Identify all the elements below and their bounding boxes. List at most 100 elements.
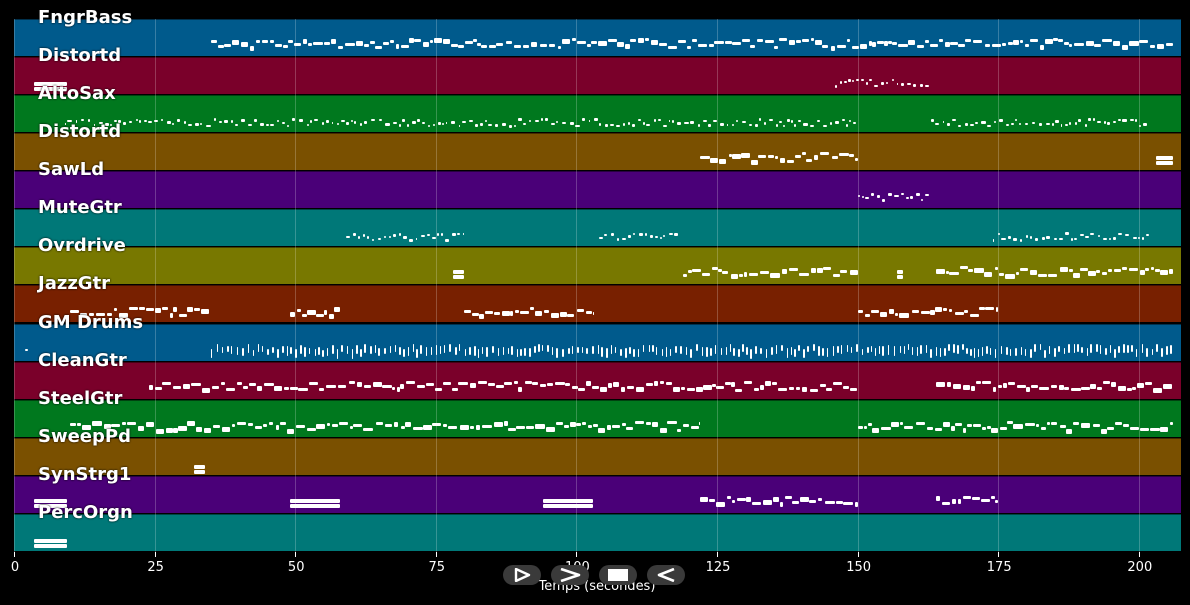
stop-button[interactable] bbox=[599, 565, 637, 585]
note bbox=[925, 39, 929, 43]
note bbox=[714, 40, 725, 44]
note bbox=[674, 233, 678, 236]
note bbox=[731, 123, 734, 127]
track-lane[interactable] bbox=[14, 133, 1181, 171]
note bbox=[290, 346, 292, 354]
note bbox=[1025, 235, 1029, 238]
note bbox=[1074, 43, 1084, 47]
note bbox=[662, 124, 667, 128]
track-lane[interactable] bbox=[14, 57, 1181, 95]
note bbox=[456, 232, 460, 236]
note bbox=[462, 232, 464, 236]
x-tick-label: 75 bbox=[428, 560, 446, 575]
note bbox=[458, 381, 468, 385]
track-name: Distortd bbox=[38, 45, 122, 67]
note bbox=[111, 423, 120, 427]
note bbox=[145, 308, 155, 312]
note bbox=[173, 427, 179, 433]
note bbox=[733, 347, 735, 356]
track-lane[interactable] bbox=[14, 399, 1181, 437]
track-lane[interactable] bbox=[14, 475, 1181, 513]
note bbox=[436, 233, 440, 236]
track-lane[interactable] bbox=[14, 323, 1181, 361]
note bbox=[256, 385, 263, 391]
note bbox=[604, 124, 609, 127]
note bbox=[884, 40, 888, 46]
note bbox=[731, 381, 735, 387]
note bbox=[353, 423, 362, 427]
note bbox=[953, 383, 962, 389]
note bbox=[176, 119, 180, 122]
note bbox=[581, 346, 584, 354]
note bbox=[930, 119, 934, 122]
note bbox=[843, 501, 853, 505]
note bbox=[865, 82, 868, 85]
note bbox=[822, 44, 829, 48]
note bbox=[1122, 45, 1129, 51]
note bbox=[421, 121, 425, 125]
note bbox=[331, 39, 337, 45]
note bbox=[591, 386, 599, 390]
note bbox=[901, 192, 904, 196]
note bbox=[895, 313, 899, 317]
track-lane[interactable] bbox=[14, 171, 1181, 209]
note bbox=[862, 195, 865, 199]
note bbox=[556, 120, 559, 124]
note bbox=[718, 269, 722, 273]
note bbox=[925, 193, 929, 197]
note bbox=[525, 426, 534, 430]
note bbox=[823, 267, 831, 271]
note bbox=[863, 426, 868, 430]
note bbox=[758, 154, 767, 158]
note bbox=[792, 500, 800, 504]
track-lane[interactable] bbox=[14, 209, 1181, 247]
note bbox=[231, 39, 240, 45]
note bbox=[1112, 120, 1117, 124]
note bbox=[427, 124, 430, 128]
note bbox=[346, 345, 349, 355]
note bbox=[435, 345, 438, 356]
note bbox=[93, 123, 96, 127]
note bbox=[675, 346, 677, 353]
note bbox=[520, 349, 522, 357]
note bbox=[236, 381, 243, 385]
note bbox=[286, 124, 290, 128]
note bbox=[634, 421, 645, 425]
note bbox=[982, 427, 987, 431]
track-lane[interactable] bbox=[14, 513, 1181, 551]
note bbox=[642, 345, 645, 352]
track-lane[interactable] bbox=[14, 437, 1181, 475]
grid-line bbox=[435, 19, 437, 552]
play-button[interactable] bbox=[503, 565, 541, 585]
note bbox=[1070, 238, 1073, 241]
note bbox=[887, 345, 890, 355]
note bbox=[113, 119, 118, 123]
track-lane[interactable] bbox=[14, 247, 1181, 285]
track-lane[interactable] bbox=[14, 361, 1181, 399]
track-lane[interactable] bbox=[14, 285, 1181, 323]
note bbox=[1018, 122, 1022, 126]
forward-button[interactable] bbox=[551, 565, 589, 585]
note bbox=[1070, 388, 1081, 392]
note bbox=[143, 119, 147, 123]
note bbox=[482, 425, 492, 429]
note bbox=[1064, 387, 1070, 391]
note bbox=[516, 349, 519, 358]
note bbox=[844, 80, 847, 84]
note bbox=[520, 310, 529, 314]
note bbox=[276, 119, 280, 123]
track-name: AltoSax bbox=[38, 83, 116, 105]
note bbox=[172, 122, 175, 126]
note bbox=[990, 427, 999, 433]
note bbox=[224, 120, 229, 123]
note bbox=[1079, 268, 1088, 272]
note bbox=[794, 349, 796, 357]
track-lane[interactable] bbox=[14, 19, 1181, 56]
note bbox=[820, 384, 826, 388]
note bbox=[469, 119, 474, 123]
x-tick-mark bbox=[14, 552, 15, 557]
note bbox=[686, 45, 691, 49]
note bbox=[505, 41, 512, 45]
track-lane[interactable] bbox=[14, 95, 1181, 133]
back-button[interactable] bbox=[647, 565, 685, 585]
